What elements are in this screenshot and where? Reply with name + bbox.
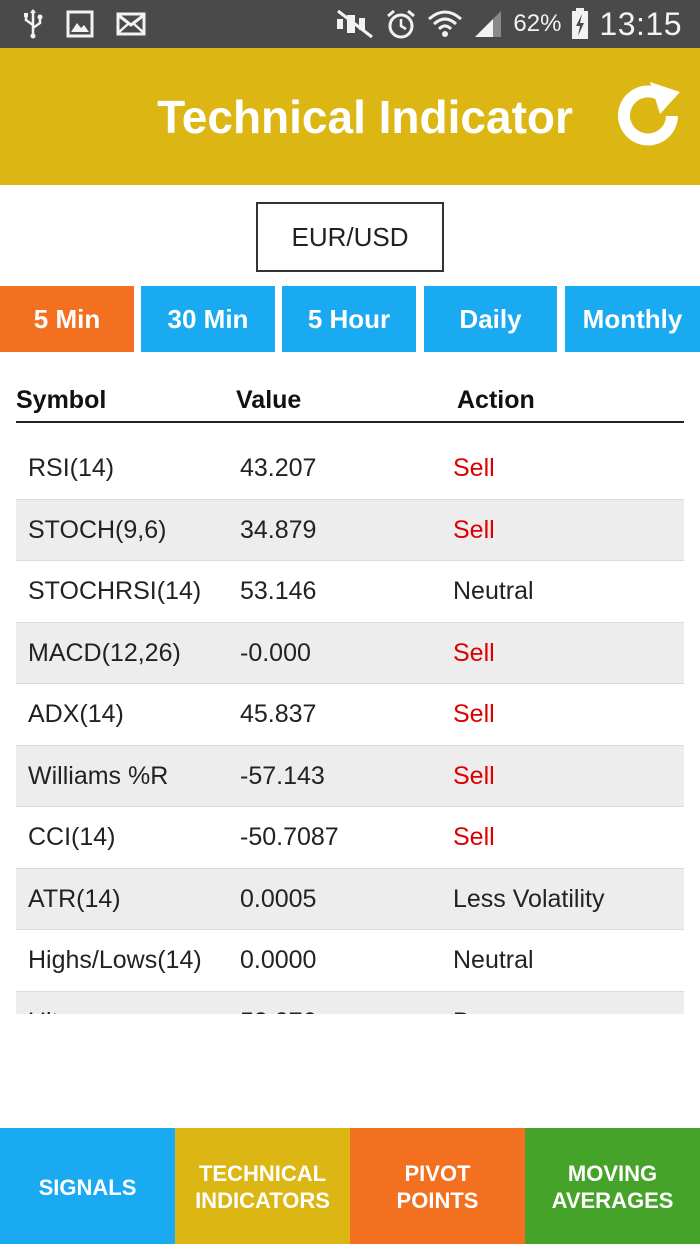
status-left-icons: [22, 0, 146, 48]
row-symbol: RSI(14): [28, 454, 115, 482]
row-symbol: CCI(14): [28, 823, 116, 851]
row-symbol: STOCHRSI(14): [28, 577, 202, 605]
tab-5-hour[interactable]: 5 Hour: [282, 286, 416, 352]
header-action: Action: [457, 386, 535, 414]
wifi-icon: [427, 9, 463, 39]
row-action: Sell: [453, 515, 495, 544]
app-bar: Technical Indicator: [0, 48, 700, 185]
row-symbol: STOCH(9,6): [28, 515, 167, 544]
tab-30-min[interactable]: 30 Min: [141, 286, 275, 352]
row-value: -50.7087: [240, 823, 339, 851]
table-row[interactable]: Highs/Lows(14) 0.0000 Neutral: [16, 930, 684, 992]
table-header: Symbol Value Action: [16, 380, 684, 423]
row-action: Neutral: [453, 946, 534, 974]
nav-pivot-points[interactable]: PIVOT POINTS: [350, 1128, 525, 1244]
battery-charging-icon: [571, 8, 589, 40]
header-symbol: Symbol: [16, 386, 107, 414]
row-action: Sell: [453, 638, 495, 667]
table-row[interactable]: ADX(14) 45.837 Sell: [16, 684, 684, 746]
row-value: 34.879: [240, 515, 317, 544]
row-action: Sell: [453, 454, 495, 482]
row-symbol: MACD(12,26): [28, 638, 181, 667]
row-symbol: ADX(14): [28, 700, 124, 728]
row-value: -0.000: [240, 638, 311, 667]
tab-daily[interactable]: Daily: [424, 286, 557, 352]
row-action: Less Volatility: [453, 884, 605, 913]
row-value: 0.0000: [240, 946, 317, 974]
mail-icon: [116, 12, 146, 36]
nav-technical-indicators[interactable]: TECHNICAL INDICATORS: [175, 1128, 350, 1244]
row-value: 43.207: [240, 454, 317, 482]
row-value: 53.146: [240, 577, 317, 605]
table-row[interactable]: STOCHRSI(14) 53.146 Neutral: [16, 561, 684, 623]
refresh-button[interactable]: [610, 78, 686, 154]
row-symbol: Williams %R: [28, 761, 169, 790]
table-row[interactable]: ATR(14) 0.0005 Less Volatility: [16, 868, 684, 930]
image-icon: [66, 10, 94, 38]
tab-monthly[interactable]: Monthly: [565, 286, 700, 352]
tab-5-min[interactable]: 5 Min: [0, 286, 134, 352]
row-action: Neutral: [453, 577, 534, 605]
row-action: Sell: [453, 761, 495, 790]
row-value: 53.076: [240, 992, 316, 1015]
row-action: Sell: [453, 700, 495, 728]
table-row[interactable]: MACD(12,26) -0.000 Sell: [16, 622, 684, 684]
refresh-icon: [618, 82, 680, 146]
row-symbol: Ult: [28, 992, 59, 1015]
table-row[interactable]: STOCH(9,6) 34.879 Sell: [16, 499, 684, 561]
row-value: -57.143: [240, 761, 325, 790]
table-row[interactable]: CCI(14) -50.7087 Sell: [16, 807, 684, 869]
nav-signals[interactable]: SIGNALS: [0, 1128, 175, 1244]
page-title: Technical Indicator: [157, 90, 573, 143]
clock: 13:15: [599, 5, 682, 42]
table-row[interactable]: Ult 53.076 Buy: [16, 991, 684, 1015]
status-bar: 62% 13:15: [0, 0, 700, 48]
header-value: Value: [236, 386, 302, 414]
battery-percent: 62%: [513, 10, 562, 37]
alarm-icon: [385, 8, 417, 40]
signal-icon: [473, 9, 503, 39]
row-action: Buy: [453, 992, 496, 1015]
indicator-list[interactable]: RSI(14) 43.207 Sell STOCH(9,6) 34.879 Se…: [16, 438, 684, 1014]
currency-pair-selector[interactable]: EUR/USD: [256, 202, 444, 272]
table-row[interactable]: RSI(14) 43.207 Sell: [16, 438, 684, 500]
row-action: Sell: [453, 823, 495, 851]
row-value: 0.0005: [240, 884, 317, 913]
usb-icon: [22, 9, 44, 39]
row-symbol: ATR(14): [28, 884, 121, 913]
bottom-navigation: SIGNALS TECHNICAL INDICATORS PIVOT POINT…: [0, 1128, 700, 1244]
row-symbol: Highs/Lows(14): [28, 946, 202, 974]
mute-icon: [335, 9, 375, 39]
row-value: 45.837: [240, 700, 317, 728]
table-row[interactable]: Williams %R -57.143 Sell: [16, 745, 684, 807]
nav-moving-averages[interactable]: MOVING AVERAGES: [525, 1128, 700, 1244]
status-right-icons: 62% 13:15: [335, 0, 682, 48]
